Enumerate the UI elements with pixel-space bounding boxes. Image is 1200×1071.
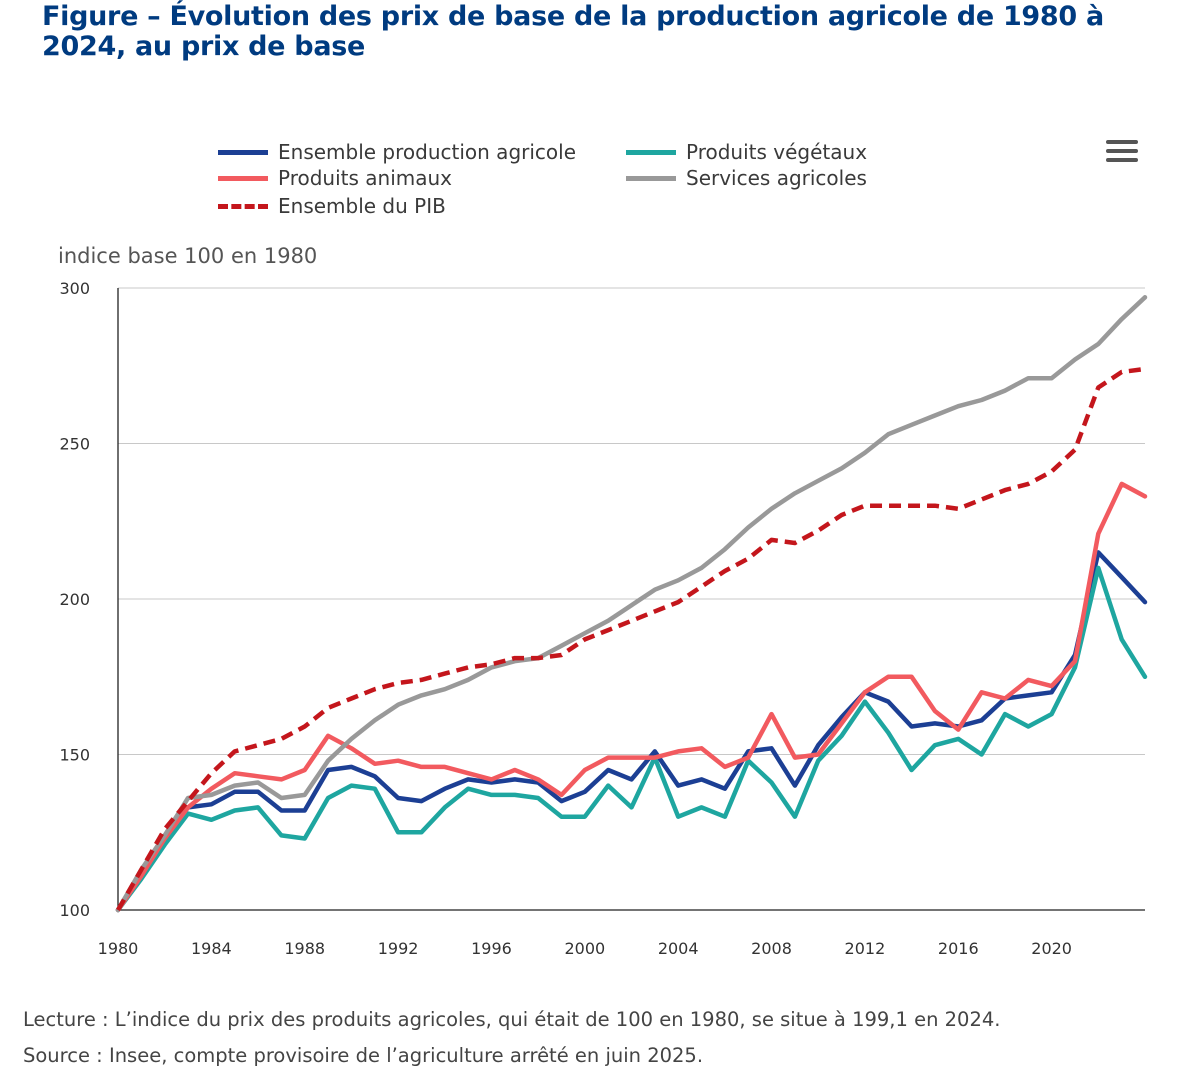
x-tick-label: 2004 [658,939,699,958]
series-line-produits-animaux [115,481,1148,913]
y-tick-label: 200 [59,590,90,609]
x-tick-label: 1988 [284,939,325,958]
legend-label: Ensemble production agricole [278,140,577,164]
x-tick-label: 2012 [845,939,886,958]
legend-swatch [218,203,268,209]
legend-item-produits-animaux[interactable]: Produits animaux [218,166,452,190]
legend-item-produits-vegetaux[interactable]: Produits végétaux [626,140,867,164]
legend-swatch [626,149,676,155]
lecture-note: Lecture : L’indice du prix des produits … [23,1008,1001,1031]
legend-label: Produits animaux [278,166,453,190]
y-tick-label: 300 [59,279,90,298]
y-tick-label: 100 [59,901,90,920]
hamburger-menu-icon[interactable] [1106,140,1138,166]
series-line-produits-v-g-taux [115,565,1148,913]
legend-label: Services agricoles [686,166,867,190]
x-tick-label: 2020 [1031,939,1072,958]
legend-item-ensemble-pib[interactable]: Ensemble du PIB [218,194,446,218]
source-note: Source : Insee, compte provisoire de l’a… [23,1044,704,1067]
series-line-services-agricoles [115,295,1148,913]
line-chart: 100 150 200 250 300 1980 1984 1988 1992 1996 2000 2… [59,279,1148,958]
y-axis-label: indice base 100 en 1980 [58,244,318,268]
legend-swatch [218,149,268,155]
legend-item-ensemble-production[interactable]: Ensemble production agricole [218,140,576,164]
x-tick-label: 1992 [378,939,419,958]
legend-item-services-agricoles[interactable]: Services agricoles [626,166,867,190]
legend-label: Ensemble du PIB [278,194,446,218]
legend-label: Produits végétaux [686,140,868,164]
x-tick-label: 2008 [751,939,792,958]
series-line-ensemble-du-pib [116,366,1146,912]
x-tick-label: 1996 [471,939,512,958]
series-line-ensemble-production-agricole [115,550,1148,913]
chart-legend: Ensemble production agricole Produits vé… [218,140,938,224]
x-tick-label: 1984 [191,939,232,958]
legend-swatch [218,175,268,181]
x-tick-label: 2016 [938,939,979,958]
page-title: Figure – Évolution des prix de base de l… [42,1,1104,62]
legend-swatch [626,175,676,181]
y-tick-label: 250 [59,435,90,454]
x-tick-label: 2000 [564,939,605,958]
y-tick-label: 150 [59,746,90,765]
x-tick-label: 1980 [98,939,139,958]
